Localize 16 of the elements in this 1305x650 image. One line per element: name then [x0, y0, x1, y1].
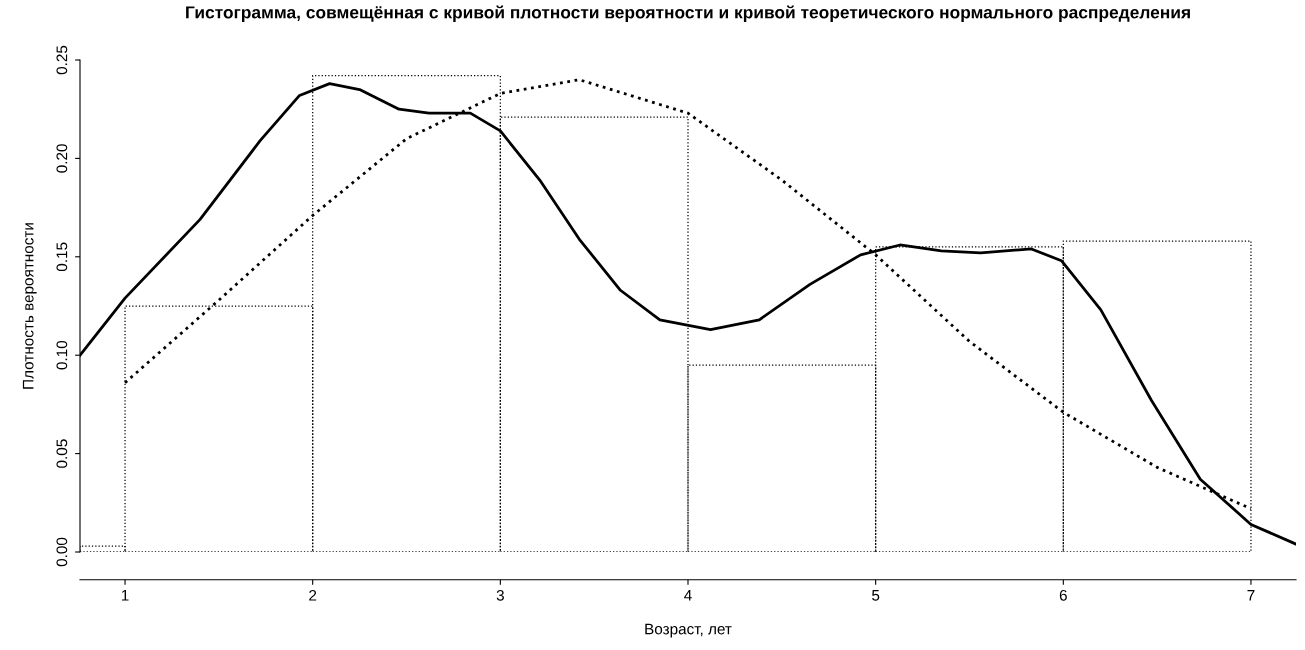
- x-tick-label: 7: [1247, 590, 1255, 601]
- y-tick-label: 0.25: [56, 45, 68, 75]
- y-axis-title: Плотность вероятности: [22, 223, 37, 389]
- x-tick-label: 5: [872, 590, 880, 601]
- y-tick-label: 0.05: [56, 439, 68, 468]
- x-tick-label: 6: [1059, 589, 1067, 601]
- x-tick-label: 3: [496, 589, 504, 601]
- y-tick-label: 0.10: [56, 340, 68, 370]
- y-tick-label: 0.15: [56, 242, 68, 272]
- x-tick-label: 4: [684, 590, 692, 601]
- y-tick-label: 0.20: [56, 144, 68, 173]
- x-tick-label: 1: [121, 590, 129, 601]
- x-axis-title: Возраст, лет: [645, 623, 732, 638]
- chart-title: Гистограмма, совмещённая с кривой плотности вероятности и кривой теоретического нормального распределения: [186, 5, 1190, 22]
- x-tick-label: 2: [309, 589, 317, 601]
- y-tick-label: 0.00: [56, 537, 68, 567]
